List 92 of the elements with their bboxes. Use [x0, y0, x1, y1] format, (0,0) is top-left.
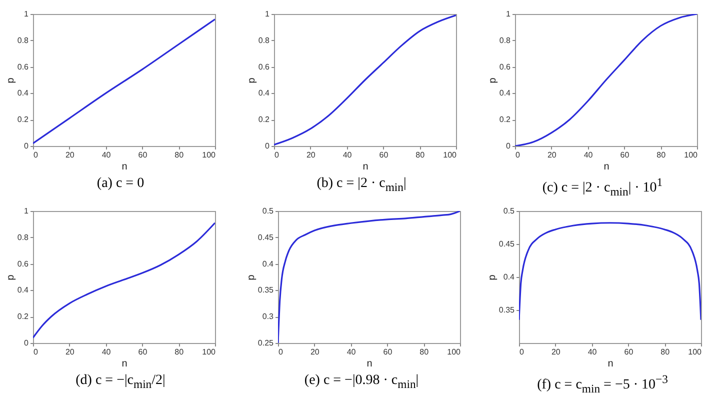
- x-tick-label: 100: [447, 348, 462, 356]
- y-tick-label: 0.6: [499, 62, 512, 72]
- y-tick-label: 0.45: [258, 232, 274, 242]
- y-tick-label: 0.4: [499, 88, 512, 98]
- x-tick-label: 20: [551, 348, 561, 356]
- line-series: [519, 222, 701, 321]
- line-series: [515, 14, 697, 146]
- x-tick-label: 100: [684, 150, 698, 160]
- x-tick-label: 40: [346, 348, 356, 356]
- x-tick-label: 0: [34, 150, 38, 160]
- y-tick-label: 0.4: [17, 286, 30, 295]
- x-tick-label: 40: [584, 150, 594, 160]
- text: (c) c = |2 · c$_{min}$| · 10$^{1}$: [541, 176, 664, 198]
- y-tick-label: 1: [506, 10, 512, 18]
- y-tick-label: 0: [506, 142, 512, 150]
- x-tick-label: 100: [202, 348, 216, 356]
- x-axis-title: n: [122, 358, 128, 370]
- x-tick-label: 100: [688, 348, 702, 356]
- x-tick-label: 60: [383, 348, 393, 356]
- x-tick-label: 40: [102, 348, 112, 356]
- y-tick-label: 1: [24, 206, 30, 216]
- text: (b) c = |2 · c$_{min}$|: [316, 176, 408, 194]
- y-tick-label: 0.35: [498, 306, 516, 314]
- line-series: [33, 222, 215, 339]
- y-axis-title: p: [246, 274, 257, 280]
- y-axis-title: p: [486, 274, 498, 280]
- y-tick-label: 0.25: [258, 338, 274, 348]
- y-tick-label: 0.3: [262, 312, 274, 322]
- x-axis-title: n: [366, 358, 372, 370]
- x-tick-label: 40: [342, 150, 352, 160]
- y-axis-title: p: [246, 77, 258, 84]
- text: (e) c = −|0.98 · c$_{min}$|: [303, 373, 420, 391]
- x-axis-title: n: [122, 162, 128, 172]
- x-tick-label: 100: [202, 150, 216, 160]
- x-tick-label: 80: [656, 150, 666, 160]
- y-tick-label: 0.2: [499, 115, 512, 124]
- x-tick-label: 0: [520, 348, 524, 356]
- y-tick-label: 0.6: [258, 62, 270, 72]
- y-tick-label: 0: [265, 142, 270, 150]
- x-tick-label: 60: [379, 150, 389, 160]
- y-axis-title: p: [5, 274, 16, 280]
- x-tick-label: 60: [138, 150, 148, 160]
- x-tick-label: 40: [588, 348, 598, 356]
- y-axis-title: p: [5, 77, 16, 84]
- x-axis-title: n: [608, 358, 614, 370]
- x-tick-label: 20: [65, 348, 75, 356]
- x-tick-label: 80: [416, 150, 426, 160]
- y-tick-label: 0.6: [17, 259, 30, 268]
- x-tick-label: 60: [620, 150, 630, 160]
- y-tick-label: 0.2: [258, 115, 270, 124]
- x-tick-label: 80: [660, 348, 670, 356]
- x-tick-label: 40: [102, 150, 112, 160]
- x-tick-label: 60: [138, 348, 148, 356]
- y-tick-label: 0.2: [17, 312, 30, 322]
- line-series: [33, 18, 215, 144]
- y-tick-label: 0.8: [499, 36, 512, 45]
- y-tick-label: 0.8: [17, 232, 30, 242]
- x-tick-label: 100: [443, 150, 458, 160]
- x-tick-label: 20: [310, 348, 320, 356]
- y-tick-label: 1: [24, 10, 30, 18]
- y-tick-label: 0.8: [17, 36, 30, 45]
- x-tick-label: 20: [306, 150, 316, 160]
- y-tick-label: 0.6: [17, 62, 30, 72]
- line-series: [278, 211, 460, 343]
- x-tick-label: 80: [174, 348, 184, 356]
- x-tick-label: 0: [34, 348, 38, 356]
- y-tick-label: 0.4: [17, 88, 30, 98]
- y-tick-label: 0.8: [258, 36, 270, 45]
- x-tick-label: 80: [174, 150, 184, 160]
- y-tick-label: 0.45: [498, 240, 516, 248]
- text: (d) c = −|c$_{min}$/2|: [74, 373, 166, 391]
- text: (a) c = 0: [96, 176, 146, 192]
- x-tick-label: 20: [547, 150, 557, 160]
- x-tick-label: 0: [278, 348, 284, 356]
- y-tick-label: 0.5: [262, 206, 274, 216]
- y-tick-label: 0.4: [503, 272, 516, 282]
- y-tick-label: 0.4: [262, 259, 274, 268]
- y-tick-label: 0: [24, 142, 30, 150]
- line-series: [274, 14, 456, 146]
- y-tick-label: 0.5: [503, 206, 516, 216]
- y-tick-label: 0.4: [258, 88, 270, 98]
- x-axis-title: n: [604, 162, 610, 172]
- text: (f) c = c$_{min}$ = −5 · 10$^{−3}$: [536, 373, 669, 395]
- x-axis-title: n: [362, 162, 368, 172]
- x-tick-label: 60: [624, 348, 634, 356]
- x-tick-label: 80: [420, 348, 430, 356]
- x-tick-label: 20: [65, 150, 75, 160]
- y-tick-label: 0.2: [17, 115, 30, 124]
- y-tick-label: 1: [265, 10, 270, 18]
- y-tick-label: 0: [24, 338, 30, 348]
- y-tick-label: 0.35: [258, 286, 274, 295]
- y-axis-title: p: [487, 77, 498, 84]
